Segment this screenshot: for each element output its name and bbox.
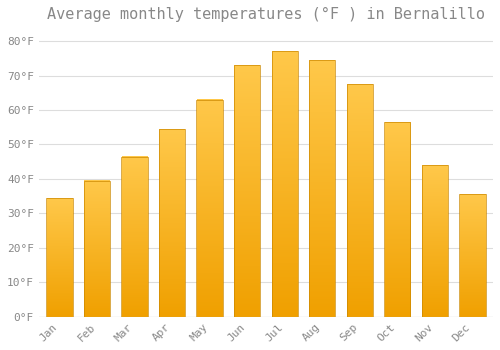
Bar bbox=[84, 181, 110, 317]
Bar bbox=[196, 100, 223, 317]
Bar bbox=[46, 198, 72, 317]
Bar bbox=[384, 122, 410, 317]
Bar bbox=[422, 165, 448, 317]
Bar bbox=[309, 60, 336, 317]
Bar bbox=[234, 65, 260, 317]
Bar bbox=[159, 129, 185, 317]
Title: Average monthly temperatures (°F ) in Bernalillo: Average monthly temperatures (°F ) in Be… bbox=[47, 7, 485, 22]
Bar bbox=[460, 195, 485, 317]
Bar bbox=[346, 84, 373, 317]
Bar bbox=[122, 156, 148, 317]
Bar bbox=[272, 51, 298, 317]
